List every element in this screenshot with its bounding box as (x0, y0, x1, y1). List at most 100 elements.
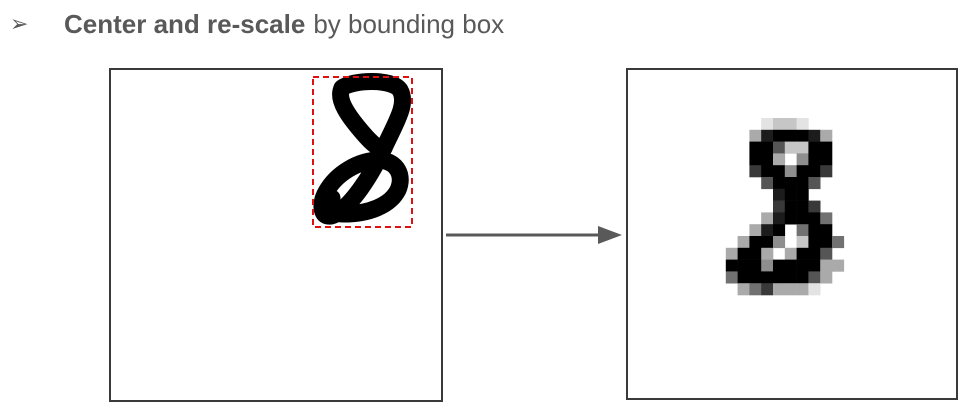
pixel (796, 188, 809, 201)
pixel (784, 165, 797, 178)
pixel (808, 271, 821, 284)
pixel (784, 188, 797, 201)
pixel (808, 259, 821, 272)
pixel (796, 283, 809, 296)
pixel (820, 259, 833, 272)
pixel (749, 141, 762, 154)
arrowhead-bullet-icon: ➢ (10, 11, 29, 37)
pixel (773, 236, 786, 249)
pixel (725, 247, 738, 260)
pixel (820, 153, 833, 166)
pixel (773, 141, 786, 154)
pixel (808, 283, 821, 296)
pixel (749, 283, 762, 296)
pixel (749, 129, 762, 142)
pixel (761, 247, 774, 260)
pixel (737, 236, 750, 249)
pixel (761, 153, 774, 166)
bullet-line: ➢ Center and re-scale by bounding box (10, 4, 504, 44)
arrow (446, 226, 622, 244)
arrowhead-icon (598, 226, 622, 244)
pixel (796, 259, 809, 272)
pixel (749, 247, 762, 260)
pixel (832, 259, 845, 272)
pixel (737, 259, 750, 272)
pixel (808, 177, 821, 190)
bounding-box (312, 76, 413, 228)
pixel (784, 283, 797, 296)
bullet-rest-text: by bounding box (313, 8, 505, 39)
pixel (796, 177, 809, 190)
pixel (784, 247, 797, 260)
pixel (773, 118, 786, 131)
pixel (761, 212, 774, 225)
pixel (773, 271, 786, 284)
pixel (808, 153, 821, 166)
pixel (784, 177, 797, 190)
pixel (761, 271, 774, 284)
pixel (761, 141, 774, 154)
pixel (773, 259, 786, 272)
pixel (808, 224, 821, 237)
pixel (832, 236, 845, 249)
pixel (761, 259, 774, 272)
pixel (773, 224, 786, 237)
pixel (796, 271, 809, 284)
pixel (784, 212, 797, 225)
pixel (749, 271, 762, 284)
pixel (761, 283, 774, 296)
pixel (749, 153, 762, 166)
pixel (725, 259, 738, 272)
pixel (796, 141, 809, 154)
pixel (796, 118, 809, 131)
pixel (761, 129, 774, 142)
pixel (796, 236, 809, 249)
right-panel (626, 68, 958, 400)
pixel (749, 236, 762, 249)
pixel (761, 236, 774, 249)
pixel (761, 165, 774, 178)
pixel (737, 271, 750, 284)
pixel (808, 129, 821, 142)
pixel (784, 129, 797, 142)
pixel (761, 177, 774, 190)
pixel (796, 200, 809, 213)
pixel (796, 224, 809, 237)
pixel (773, 200, 786, 213)
pixel (737, 283, 750, 296)
pixel (773, 153, 786, 166)
pixel (820, 212, 833, 225)
pixel (749, 259, 762, 272)
pixel (808, 200, 821, 213)
pixel (820, 247, 833, 260)
pixel (737, 247, 750, 260)
pixel (773, 165, 786, 178)
bullet-bold-text: Center and re-scale (64, 8, 306, 39)
pixel (820, 129, 833, 142)
pixel (784, 118, 797, 131)
pixel (808, 141, 821, 154)
pixel (808, 247, 821, 260)
pixel (796, 165, 809, 178)
pixel (761, 118, 774, 131)
original-digit-8 (313, 73, 412, 225)
left-panel (109, 68, 443, 402)
pixel (796, 212, 809, 225)
pixel (820, 236, 833, 249)
pixel (808, 236, 821, 249)
pixel (820, 165, 833, 178)
pixel (820, 224, 833, 237)
pixel (820, 271, 833, 284)
pixel (796, 153, 809, 166)
pixel (784, 271, 797, 284)
pixelated-digit-8 (725, 118, 845, 296)
pixel (773, 212, 786, 225)
pixel (784, 259, 797, 272)
pixel (808, 212, 821, 225)
pixel (820, 141, 833, 154)
pixel (725, 271, 738, 284)
pixel (773, 129, 786, 142)
pixel (796, 247, 809, 260)
pixel (784, 200, 797, 213)
